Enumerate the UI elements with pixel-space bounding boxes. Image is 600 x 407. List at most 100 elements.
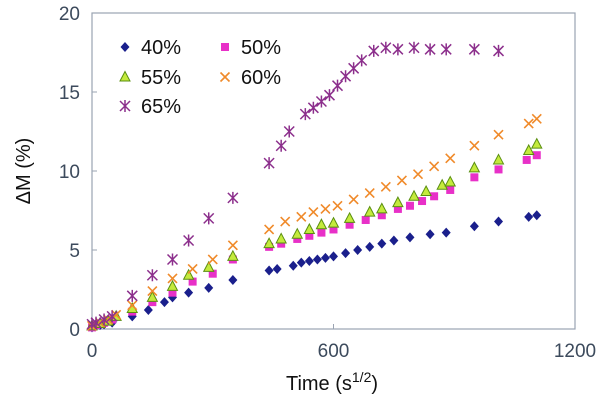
data-point	[405, 201, 414, 210]
data-point	[430, 192, 439, 201]
data-point	[392, 43, 404, 56]
data-point	[280, 216, 291, 227]
data-point	[341, 248, 351, 259]
x-tick-label: 1200	[554, 341, 596, 362]
data-point	[532, 210, 542, 221]
legend-label: 60%	[241, 67, 281, 89]
data-point	[532, 151, 541, 160]
data-point	[441, 227, 451, 238]
data-point	[424, 43, 436, 56]
data-point	[90, 316, 102, 329]
data-point	[187, 263, 198, 275]
legend-item: 55%	[119, 67, 181, 89]
legend-item: 60%	[219, 67, 281, 89]
data-point	[412, 169, 424, 180]
data-point	[356, 54, 368, 67]
legend-label: 40%	[141, 37, 181, 59]
data-point	[188, 277, 197, 286]
data-point	[166, 253, 179, 266]
data-point	[312, 254, 322, 265]
data-point	[329, 251, 338, 262]
data-point	[320, 252, 330, 263]
data-point	[126, 289, 138, 302]
data-point	[183, 234, 195, 247]
x-axis-title-superscript: 1/2	[352, 369, 372, 385]
data-point	[361, 215, 370, 224]
data-point	[168, 288, 177, 297]
data-point	[320, 203, 331, 214]
data-point	[377, 211, 386, 220]
data-point	[331, 79, 344, 92]
data-point	[343, 211, 356, 223]
y-tick-label: 15	[59, 83, 80, 104]
data-point	[272, 263, 282, 274]
data-point	[296, 211, 307, 222]
data-point	[182, 268, 195, 280]
data-point	[523, 118, 534, 129]
data-point	[308, 207, 319, 218]
data-point	[469, 221, 479, 232]
data-point	[315, 95, 327, 108]
data-point	[425, 229, 435, 240]
axis-ticks: 0 5 10 15 20 0 600 1200	[59, 4, 596, 362]
data-point	[315, 218, 328, 230]
legend-marker	[219, 71, 231, 83]
x-axis-title: Time (s1/2)	[286, 369, 378, 395]
plot-frame	[91, 12, 576, 330]
data-point	[408, 41, 420, 54]
data-point	[283, 125, 295, 138]
data-point	[420, 184, 432, 197]
data-point	[275, 139, 287, 152]
data-point	[291, 227, 304, 239]
data-point	[353, 245, 363, 255]
data-point	[446, 185, 455, 194]
data-point	[304, 256, 314, 267]
data-point	[377, 238, 387, 249]
legend-marker	[119, 70, 131, 82]
data-point	[365, 241, 375, 252]
data-point	[146, 269, 158, 282]
legend-label: 50%	[241, 37, 281, 59]
data-point	[98, 313, 110, 326]
data-point	[396, 175, 407, 186]
data-point	[375, 202, 388, 214]
data-point	[348, 194, 359, 205]
data-point	[228, 275, 238, 286]
legend-label: 65%	[141, 96, 181, 118]
y-tick-label: 10	[59, 162, 80, 183]
data-point	[492, 153, 505, 165]
data-point	[380, 181, 391, 192]
data-point	[288, 260, 298, 271]
data-point	[277, 239, 286, 248]
data-point	[380, 41, 392, 54]
data-point	[494, 165, 503, 174]
data-point	[299, 108, 311, 121]
x-tick-label: 0	[87, 341, 98, 362]
data-point	[436, 178, 449, 190]
data-point	[492, 44, 505, 57]
data-point	[468, 161, 481, 173]
x-axis-title-main: Time (s	[286, 373, 352, 395]
data-point	[146, 290, 159, 302]
data-point	[147, 286, 158, 297]
data-points	[86, 41, 543, 333]
data-point	[468, 43, 480, 56]
data-point	[363, 205, 376, 217]
x-axis-title-close: )	[371, 373, 378, 395]
y-axis-title: ΔM (%)	[13, 138, 35, 205]
data-point	[524, 211, 534, 222]
data-point	[293, 234, 302, 243]
data-point	[405, 232, 415, 243]
data-point	[167, 273, 178, 284]
data-point	[531, 113, 542, 124]
data-point	[345, 220, 354, 229]
legend-item: 65%	[119, 96, 181, 118]
data-point	[393, 204, 402, 213]
data-point	[307, 101, 319, 114]
data-point	[440, 43, 452, 56]
data-point	[263, 157, 275, 170]
data-point	[227, 191, 239, 204]
data-point	[159, 297, 169, 308]
data-point	[327, 216, 340, 228]
data-point	[389, 235, 399, 246]
